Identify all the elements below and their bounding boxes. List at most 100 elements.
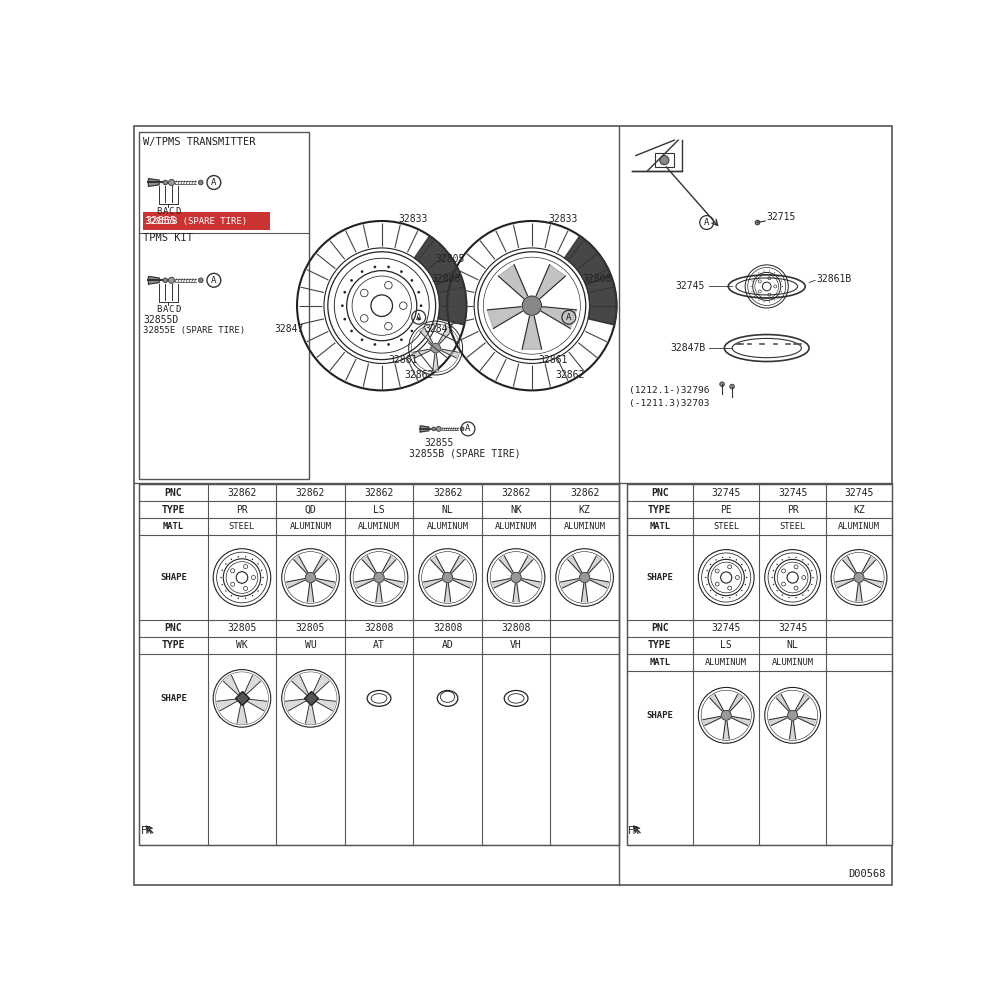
Text: 32805: 32805	[227, 624, 256, 634]
Polygon shape	[355, 579, 373, 588]
Circle shape	[225, 591, 226, 592]
Circle shape	[812, 577, 814, 579]
Text: 32855B (SPARE TIRE): 32855B (SPARE TIRE)	[145, 217, 247, 226]
Polygon shape	[499, 556, 514, 574]
Text: 32862: 32862	[555, 370, 585, 380]
Text: A: A	[163, 207, 168, 216]
Circle shape	[777, 590, 778, 592]
Polygon shape	[770, 717, 788, 726]
Polygon shape	[430, 556, 444, 574]
Text: PR: PR	[787, 505, 799, 515]
Text: NL: NL	[441, 505, 453, 515]
Text: 32847: 32847	[274, 323, 303, 333]
Circle shape	[237, 694, 246, 703]
Circle shape	[707, 570, 708, 572]
Circle shape	[736, 595, 737, 596]
Circle shape	[430, 343, 440, 353]
Text: STEEL: STEEL	[780, 523, 806, 532]
Polygon shape	[223, 676, 240, 695]
Circle shape	[796, 557, 797, 559]
Polygon shape	[244, 676, 260, 695]
Text: 32861: 32861	[388, 354, 417, 364]
Text: 32855: 32855	[145, 216, 176, 226]
Circle shape	[163, 180, 168, 185]
Text: 32855E (SPARE TIRE): 32855E (SPARE TIRE)	[143, 326, 245, 334]
Polygon shape	[432, 353, 438, 370]
Text: SHAPE: SHAPE	[160, 573, 187, 582]
Text: 32808: 32808	[582, 273, 612, 283]
Text: TYPE: TYPE	[162, 505, 185, 515]
Polygon shape	[729, 695, 743, 712]
Circle shape	[720, 382, 725, 386]
Circle shape	[245, 598, 246, 599]
Text: MATL: MATL	[650, 523, 671, 532]
Polygon shape	[732, 717, 750, 726]
Polygon shape	[384, 579, 403, 588]
Circle shape	[755, 220, 760, 225]
Circle shape	[764, 270, 765, 271]
Text: ALUMINUM: ALUMINUM	[495, 523, 538, 532]
Circle shape	[460, 427, 464, 430]
Circle shape	[722, 557, 724, 559]
Text: PNC: PNC	[651, 487, 669, 497]
Circle shape	[419, 304, 422, 307]
Polygon shape	[723, 721, 730, 739]
Circle shape	[387, 343, 390, 345]
Circle shape	[400, 338, 402, 341]
Polygon shape	[419, 328, 433, 344]
Circle shape	[773, 570, 774, 572]
Polygon shape	[522, 579, 541, 588]
Polygon shape	[498, 264, 528, 298]
Text: B: B	[156, 207, 162, 216]
Circle shape	[387, 265, 390, 268]
Polygon shape	[836, 579, 854, 588]
Circle shape	[729, 557, 731, 559]
Bar	[139, 484, 619, 845]
Text: PR: PR	[236, 505, 248, 515]
Polygon shape	[312, 676, 329, 695]
Polygon shape	[292, 676, 308, 695]
Polygon shape	[798, 717, 816, 726]
Polygon shape	[413, 349, 430, 358]
Text: 32862: 32862	[227, 487, 256, 497]
Polygon shape	[795, 695, 809, 712]
Polygon shape	[843, 557, 857, 574]
Circle shape	[261, 584, 262, 586]
Circle shape	[400, 270, 402, 273]
Text: MATL: MATL	[163, 523, 184, 532]
Circle shape	[511, 573, 522, 583]
Text: 32745: 32745	[778, 487, 807, 497]
Text: 32861B: 32861B	[817, 273, 852, 283]
Polygon shape	[519, 556, 533, 574]
Polygon shape	[703, 717, 721, 726]
Circle shape	[373, 265, 376, 268]
Text: W/TPMS TRANSMITTER: W/TPMS TRANSMITTER	[143, 137, 255, 147]
Circle shape	[163, 278, 168, 282]
Text: LS: LS	[721, 641, 732, 651]
Circle shape	[343, 317, 346, 320]
Bar	[143, 212, 270, 230]
Polygon shape	[513, 584, 520, 602]
Circle shape	[741, 564, 743, 566]
Text: 32861: 32861	[539, 354, 568, 364]
Circle shape	[198, 278, 203, 282]
Polygon shape	[305, 703, 315, 723]
Circle shape	[764, 301, 765, 302]
Circle shape	[808, 564, 809, 566]
Text: 32745: 32745	[845, 487, 874, 497]
Polygon shape	[864, 579, 882, 588]
Circle shape	[705, 577, 707, 579]
Circle shape	[789, 597, 790, 599]
Text: D00568: D00568	[849, 869, 886, 879]
Polygon shape	[588, 556, 602, 574]
Polygon shape	[423, 579, 442, 588]
Polygon shape	[777, 695, 790, 712]
Circle shape	[710, 564, 712, 566]
Circle shape	[305, 573, 315, 583]
Circle shape	[360, 338, 363, 341]
Text: A: A	[211, 276, 216, 284]
Circle shape	[759, 299, 760, 300]
Text: 32745: 32745	[712, 487, 741, 497]
Circle shape	[772, 577, 773, 579]
Circle shape	[220, 577, 221, 579]
